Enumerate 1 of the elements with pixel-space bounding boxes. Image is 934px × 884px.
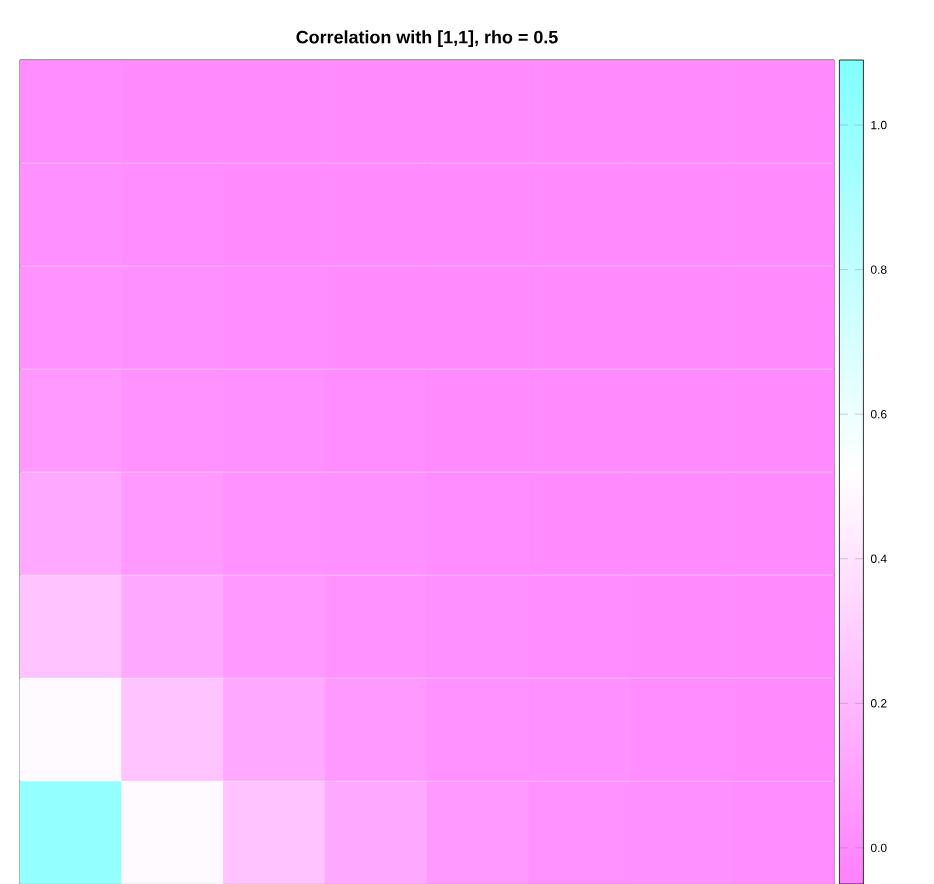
chart-title: Correlation with [1,1], rho = 0.5 <box>296 30 558 48</box>
